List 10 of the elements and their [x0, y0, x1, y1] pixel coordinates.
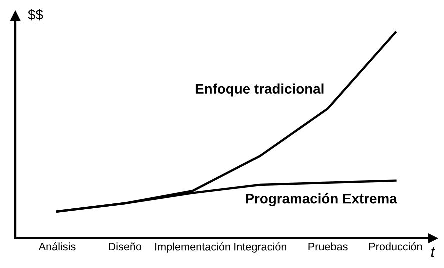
x-tick-label: Análisis	[38, 242, 76, 251]
series-label: Enfoque tradicional	[196, 84, 324, 97]
series-label: Programación Extrema	[246, 193, 398, 207]
x-tick-label: Pruebas	[308, 242, 348, 251]
x-tick-label: Integración	[234, 242, 287, 253]
x-tick-label: Producción	[369, 242, 422, 251]
y-axis-title: $$	[28, 9, 44, 21]
x-axis-title: t	[431, 248, 436, 258]
x-tick-label: Implementación	[156, 242, 230, 253]
x-tick-label: Diseño	[109, 242, 142, 251]
